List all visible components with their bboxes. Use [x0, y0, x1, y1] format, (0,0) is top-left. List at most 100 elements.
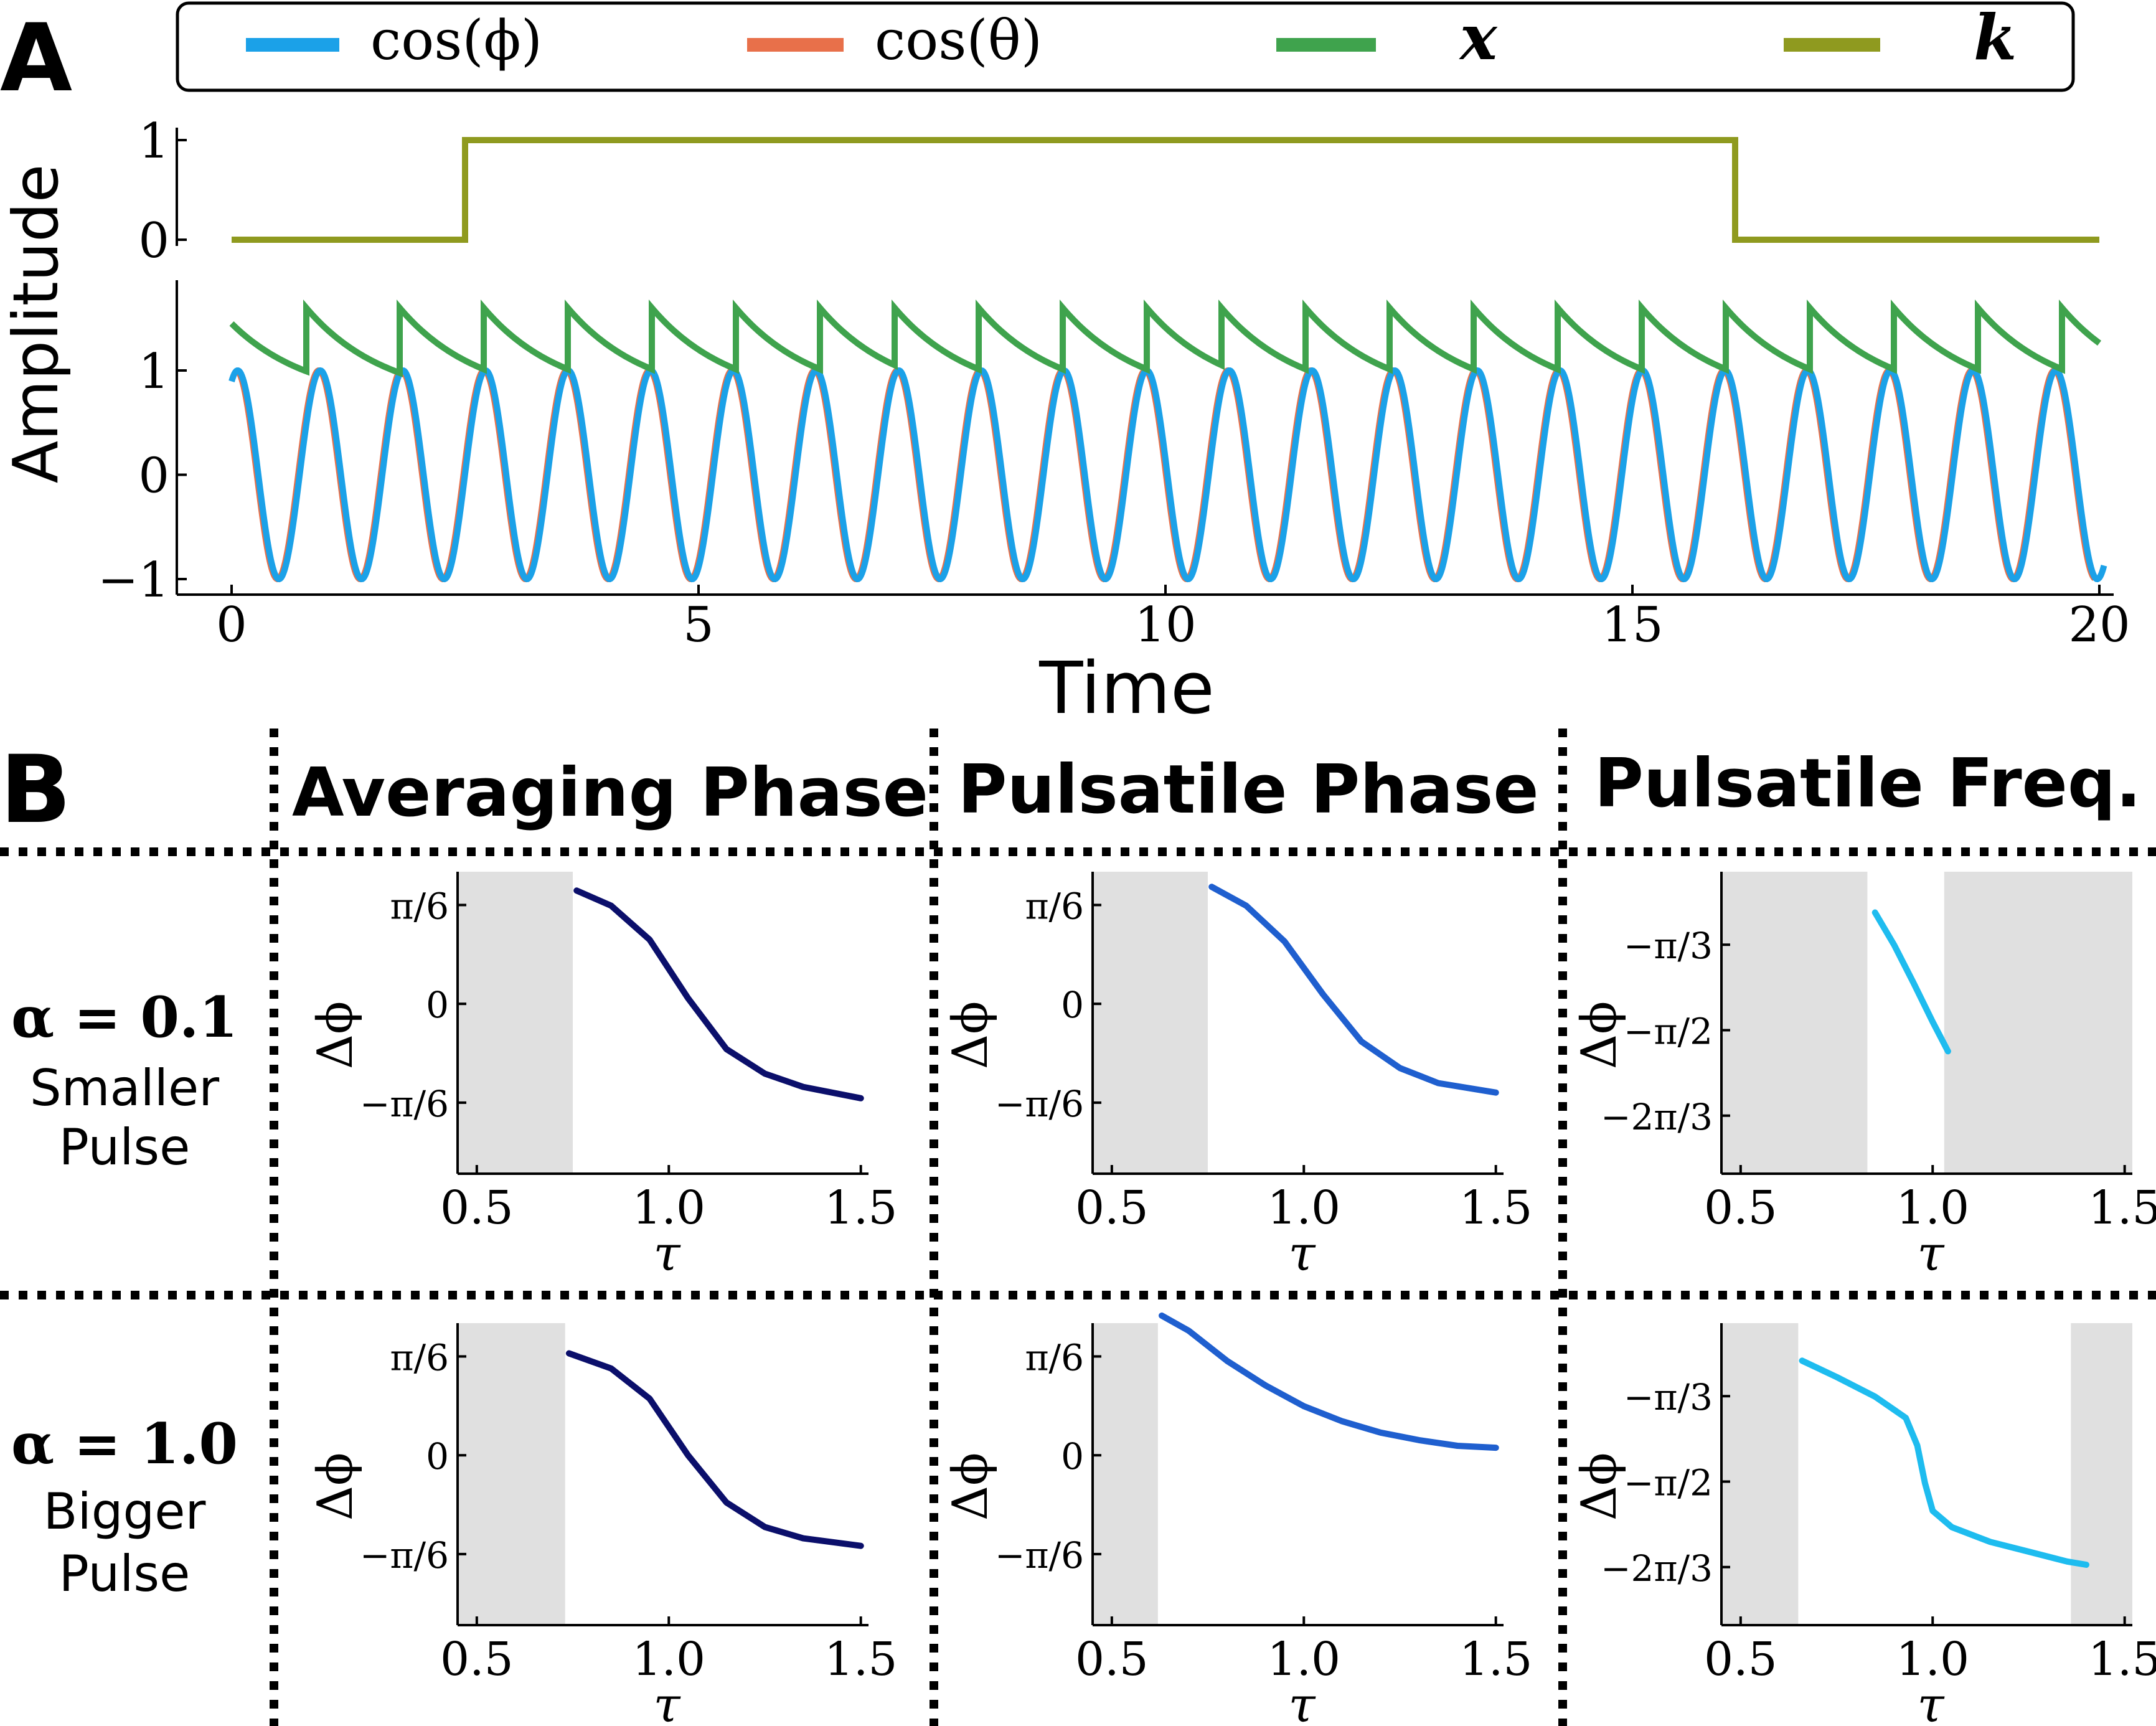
series-line: [573, 887, 864, 1101]
shaded-region: [458, 1323, 565, 1625]
x-tick-label: 1.5: [1459, 1633, 1533, 1686]
y-tick-label: π/6: [1025, 885, 1084, 927]
x-axis-label-time: Time: [1038, 647, 1214, 730]
x-tick-label: 0.5: [1704, 1633, 1777, 1686]
row-label-alpha-1-0: α = 1.0: [11, 1411, 238, 1477]
y-tick-label: π/6: [390, 885, 449, 927]
subplot-1-1: 0.5 1.0 1.5 π/6 0 −π/6 Δϕ τ: [308, 872, 898, 1282]
series-line: [1799, 1357, 2089, 1568]
series-x-line: [229, 299, 2102, 377]
row-label-pulse-1: Pulse: [59, 1118, 191, 1176]
panel-b-plots: 0.5 1.0 1.5 π/6 0 −π/6 Δϕ τ 0.5 1.0 1.5 π/6 0 −π/6 Δϕ τ…: [308, 872, 2156, 1726]
x-axis-label-tau: τ: [1917, 1226, 1945, 1282]
series-line: [1159, 1312, 1499, 1451]
osc-x-tick-label: 5: [683, 597, 714, 653]
shaded-region: [1944, 872, 2132, 1174]
legend-label-x: x: [1459, 1, 1498, 74]
y-tick-label: π/6: [1025, 1336, 1084, 1379]
osc-y-tick-label: −1: [98, 552, 169, 608]
x-axis-label-tau: τ: [1917, 1677, 1945, 1726]
series-line: [1208, 884, 1499, 1096]
legend: cos(ϕ) cos(θ) x k: [176, 1, 2075, 92]
subplot-1-3: 0.5 1.0 1.5 −π/3 −π/2 −2π/3 Δϕ τ: [1571, 872, 2156, 1282]
row-label-smaller: Smaller: [30, 1059, 219, 1117]
y-tick-label: −2π/3: [1601, 1096, 1713, 1138]
legend-label-cos-theta: cos(θ): [875, 8, 1042, 72]
osc-x-tick-label: 20: [2068, 597, 2130, 653]
grid-separators: [0, 729, 2156, 1726]
x-tick-label: 1.0: [632, 1633, 705, 1686]
shaded-region: [1721, 1323, 1799, 1625]
x-tick-label: 1.0: [1896, 1633, 1969, 1686]
y-axis-label-delta-phi: Δϕ: [943, 1001, 999, 1070]
y-tick-label: −π/3: [1624, 925, 1713, 967]
x-axis-label-tau: τ: [1288, 1677, 1316, 1726]
k-y-tick-label: 1: [138, 113, 169, 169]
y-tick-label: 0: [1061, 984, 1084, 1026]
x-tick-label: 1.5: [2088, 1181, 2156, 1235]
shaded-region: [1093, 872, 1208, 1174]
y-tick-label: −π/2: [1624, 1011, 1713, 1053]
panel-a-label: A: [0, 4, 72, 113]
osc-y-tick-label: 1: [138, 344, 169, 400]
x-tick-label: 1.5: [2088, 1633, 2156, 1686]
y-axis-label-delta-phi: Δϕ: [308, 1001, 364, 1070]
y-axis-label-delta-phi: Δϕ: [1571, 1001, 1627, 1070]
x-tick-label: 1.5: [824, 1181, 898, 1235]
subplot-2-2: 0.5 1.0 1.5 π/6 0 −π/6 Δϕ τ: [943, 1312, 1533, 1726]
series-line: [565, 1350, 864, 1549]
shaded-region: [1093, 1323, 1158, 1625]
y-axis-label-delta-phi: Δϕ: [308, 1453, 364, 1521]
legend-label-cos-phi: cos(ϕ): [370, 8, 542, 72]
col-header-pulsatile-phase: Pulsatile Phase: [958, 751, 1538, 829]
y-tick-label: π/6: [390, 1336, 449, 1379]
row-label-2: α = 1.0 Bigger Pulse: [11, 1411, 238, 1603]
x-tick-label: 1.0: [1267, 1633, 1340, 1686]
osc-x-tick-label: 15: [1601, 597, 1663, 653]
x-tick-label: 0.5: [1704, 1181, 1777, 1235]
shaded-region: [458, 872, 573, 1174]
y-tick-label: −π/6: [360, 1083, 449, 1125]
x-tick-label: 1.5: [1459, 1181, 1533, 1235]
row-label-1: α = 0.1 Smaller Pulse: [11, 984, 238, 1176]
x-axis-label-tau: τ: [1288, 1226, 1316, 1282]
shaded-region: [2071, 1323, 2132, 1625]
y-tick-label: −π/6: [995, 1534, 1084, 1577]
subplot-1-2: 0.5 1.0 1.5 π/6 0 −π/6 Δϕ τ: [943, 872, 1533, 1282]
legend-box: [176, 1, 2075, 92]
osc-x-tick-label: 0: [216, 597, 247, 653]
x-tick-label: 1.0: [632, 1181, 705, 1235]
col-header-averaging-phase: Averaging Phase: [292, 754, 928, 832]
y-tick-label: −π/3: [1624, 1376, 1713, 1418]
row-label-bigger: Bigger: [44, 1483, 206, 1540]
x-axis-label-tau: τ: [653, 1677, 681, 1726]
x-tick-label: 0.5: [1075, 1181, 1149, 1235]
y-tick-label: −π/6: [995, 1083, 1084, 1125]
series-cos-phi-line: [228, 367, 2107, 583]
y-axis-label-amplitude: Amplitude: [0, 164, 72, 483]
x-tick-label: 0.5: [440, 1181, 514, 1235]
x-tick-label: 1.0: [1896, 1181, 1969, 1235]
y-tick-label: 0: [426, 984, 449, 1026]
y-axis-label-delta-phi: Δϕ: [1571, 1453, 1627, 1521]
k-y-tick-label: 0: [138, 213, 169, 269]
x-axis-label-tau: τ: [653, 1226, 681, 1282]
y-axis-label-delta-phi: Δϕ: [943, 1453, 999, 1521]
series-line: [1871, 909, 1951, 1055]
osc-y-tick-label: 0: [138, 448, 169, 504]
shaded-region: [1721, 872, 1868, 1174]
x-tick-label: 0.5: [440, 1633, 514, 1686]
subplot-2-1: 0.5 1.0 1.5 π/6 0 −π/6 Δϕ τ: [308, 1323, 898, 1726]
subplot-2-3: 0.5 1.0 1.5 −π/3 −π/2 −2π/3 Δϕ τ: [1571, 1323, 2156, 1726]
y-tick-label: −2π/3: [1601, 1547, 1713, 1590]
y-tick-label: −π/2: [1624, 1462, 1713, 1504]
y-tick-label: −π/6: [360, 1534, 449, 1577]
row-label-alpha-0-1: α = 0.1: [11, 984, 238, 1050]
y-tick-label: 0: [1061, 1435, 1084, 1478]
panel-b-label: B: [0, 736, 71, 844]
row-label-pulse-2: Pulse: [59, 1545, 191, 1603]
series-k-line: [232, 137, 2099, 243]
col-header-pulsatile-freq: Pulsatile Freq.: [1594, 745, 2141, 823]
